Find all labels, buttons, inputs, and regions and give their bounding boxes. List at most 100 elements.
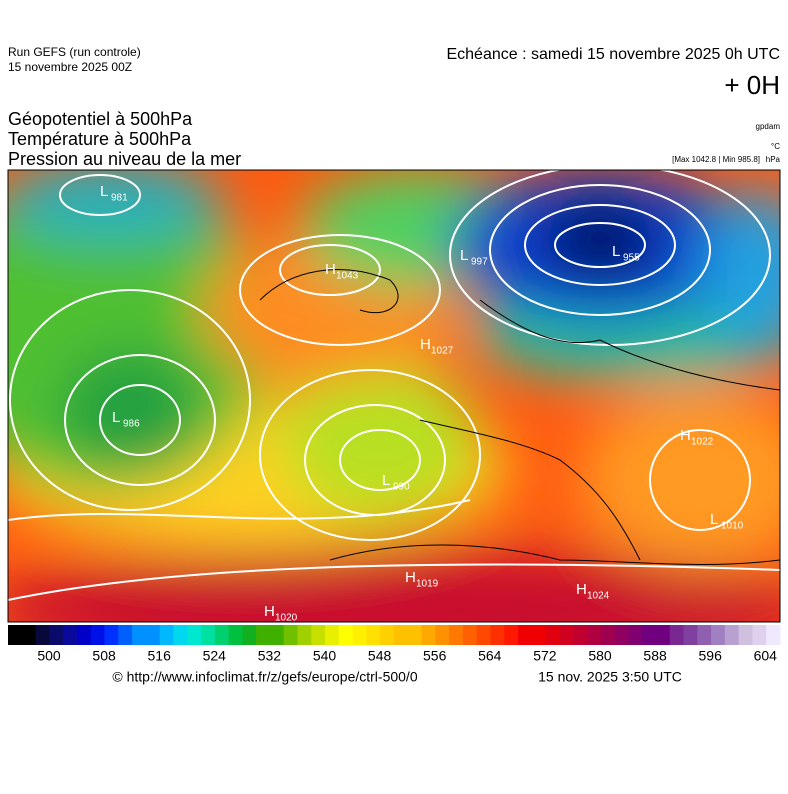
color-swatch [407,625,423,645]
center-type: L [382,472,390,489]
color-swatch [752,625,767,645]
unit: °C [771,142,780,151]
center-type: L [100,183,108,200]
color-swatch [366,625,381,645]
color-swatch [587,625,602,645]
color-swatch [380,625,395,645]
color-swatch [325,625,340,645]
maxmin: [Max 1042.8 | Min 985.8] [672,155,760,164]
color-swatch [297,625,312,645]
color-swatch [683,625,698,645]
colorbar-tick: 508 [92,648,116,664]
color-swatch [449,625,464,645]
offset: + 0H [724,70,780,100]
color-swatch [228,625,243,645]
color-swatch [201,625,216,645]
color-swatch [63,625,78,645]
color-swatch [159,625,174,645]
colorbar-tick: 540 [313,648,337,664]
color-swatch [655,625,671,645]
center-type: H [420,336,431,353]
run: Run GEFS (run controle) [8,45,141,59]
colorbar-tick: 532 [258,648,282,664]
color-swatch [766,625,781,645]
map [8,170,780,622]
color-swatch [145,625,161,645]
colorbar-tick: 500 [37,648,61,664]
center-value: 1010 [721,521,744,532]
color-swatch [573,625,588,645]
center-value: 1019 [416,579,439,590]
color-swatch [338,625,354,645]
center-type: H [264,603,275,620]
color-swatch [600,625,616,645]
color-swatch [269,625,285,645]
color-swatch [21,625,37,645]
colorbar-tick: 524 [203,648,227,664]
color-swatch [283,625,298,645]
colorbar-tick: 572 [533,648,557,664]
echeance: Echéance : samedi 15 novembre 2025 0h UT… [446,46,780,63]
center-type: L [612,243,620,260]
color-swatch [242,625,257,645]
color-swatch [462,625,478,645]
colorbar-tick: 604 [754,648,778,664]
color-swatch [76,625,92,645]
color-swatch [104,625,119,645]
source: © http://www.infoclimat.fr/z/gefs/europe… [112,669,417,685]
color-swatch [90,625,105,645]
center-type: H [680,427,691,444]
run-date: 15 novembre 2025 00Z [8,60,132,74]
center-type: H [325,261,336,278]
unit: hPa [766,155,781,164]
title: Géopotentiel à 500hPa [8,109,193,129]
colorbar-tick: 588 [643,648,667,664]
color-swatch [669,625,684,645]
color-swatch [697,625,712,645]
colorbar-tick: 516 [148,648,172,664]
colorbar-tick: 596 [699,648,723,664]
color-swatch [435,625,450,645]
title: Pression au niveau de la mer [8,149,241,169]
title: Température à 500hPa [8,129,192,149]
center-type: H [405,569,416,586]
color-swatch [642,625,657,645]
center-type: L [710,511,718,528]
color-swatch [559,625,574,645]
colorbar-tick: 580 [588,648,612,664]
colorbar-tick: 556 [423,648,447,664]
color-swatch [8,625,23,645]
color-swatch [187,625,202,645]
center-type: H [576,581,587,598]
center-value: 986 [123,419,140,430]
color-swatch [504,625,519,645]
color-swatch [421,625,436,645]
map-frame [7,169,781,623]
color-swatch [711,625,726,645]
center-value: 1027 [431,346,454,357]
unit: gpdam [756,122,781,131]
color-swatch [49,625,64,645]
color-swatch [352,625,367,645]
colorbar-tick: 548 [368,648,392,664]
color-swatch [490,625,505,645]
color-swatch [132,625,147,645]
colorbar-tick: 564 [478,648,502,664]
center-value: 990 [393,482,410,493]
color-swatch [724,625,740,645]
center-value: 981 [111,193,128,204]
center-value: 1022 [691,437,714,448]
color-swatch [518,625,533,645]
color-swatch [628,625,643,645]
center-value: 997 [471,257,488,268]
color-swatch [394,625,409,645]
color-swatch [476,625,491,645]
color-swatch [173,625,188,645]
center-value: 1020 [275,613,298,624]
color-swatch [118,625,133,645]
color-swatch [531,625,547,645]
color-swatch [614,625,629,645]
color-swatch [35,625,50,645]
generated: 15 nov. 2025 3:50 UTC [538,669,682,685]
